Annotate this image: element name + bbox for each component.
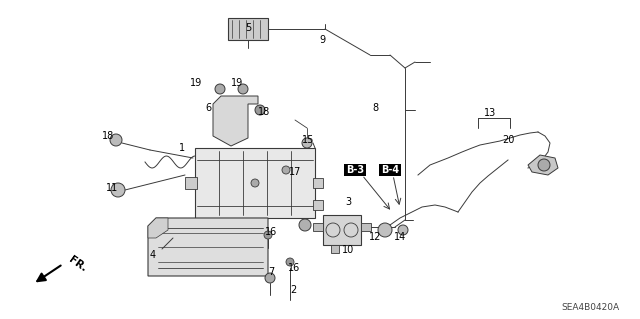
Text: 13: 13 <box>484 108 496 118</box>
Circle shape <box>398 225 408 235</box>
Circle shape <box>302 138 312 148</box>
Polygon shape <box>148 218 268 276</box>
Bar <box>313 200 323 210</box>
Text: 11: 11 <box>106 183 118 193</box>
Circle shape <box>215 84 225 94</box>
Circle shape <box>255 105 265 115</box>
Bar <box>323 215 361 245</box>
Circle shape <box>538 159 550 171</box>
Text: 5: 5 <box>245 23 251 33</box>
Text: B-3: B-3 <box>346 165 364 175</box>
Text: 17: 17 <box>289 167 301 177</box>
Text: 12: 12 <box>369 232 381 242</box>
Bar <box>195 148 315 218</box>
Text: 8: 8 <box>372 103 378 113</box>
Text: 16: 16 <box>288 263 300 273</box>
Circle shape <box>264 231 272 239</box>
Bar <box>313 223 323 231</box>
Text: 1: 1 <box>179 143 185 153</box>
Circle shape <box>110 134 122 146</box>
Text: SEA4B0420A: SEA4B0420A <box>561 303 619 313</box>
Circle shape <box>265 273 275 283</box>
Text: 14: 14 <box>394 232 406 242</box>
Circle shape <box>299 219 311 231</box>
Circle shape <box>378 223 392 237</box>
Circle shape <box>251 179 259 187</box>
Text: 18: 18 <box>102 131 114 141</box>
Text: 19: 19 <box>231 78 243 88</box>
Polygon shape <box>213 96 258 146</box>
Text: FR.: FR. <box>67 254 88 274</box>
Bar <box>361 223 371 231</box>
Text: B-4: B-4 <box>381 165 399 175</box>
Text: 4: 4 <box>150 250 156 260</box>
Text: 10: 10 <box>342 245 354 255</box>
Circle shape <box>111 183 125 197</box>
Text: 6: 6 <box>205 103 211 113</box>
Bar <box>185 177 197 189</box>
Text: 15: 15 <box>302 135 314 145</box>
Text: 20: 20 <box>502 135 514 145</box>
Text: 9: 9 <box>319 35 325 45</box>
Circle shape <box>238 84 248 94</box>
Polygon shape <box>148 218 168 238</box>
Text: 7: 7 <box>268 267 274 277</box>
Text: 18: 18 <box>258 107 270 117</box>
Text: 3: 3 <box>345 197 351 207</box>
Text: 2: 2 <box>290 285 296 295</box>
Circle shape <box>282 166 290 174</box>
Circle shape <box>286 258 294 266</box>
Bar <box>313 178 323 188</box>
Polygon shape <box>528 155 558 175</box>
Text: 16: 16 <box>265 227 277 237</box>
Text: 19: 19 <box>190 78 202 88</box>
Bar <box>331 245 339 253</box>
Bar <box>228 18 268 40</box>
